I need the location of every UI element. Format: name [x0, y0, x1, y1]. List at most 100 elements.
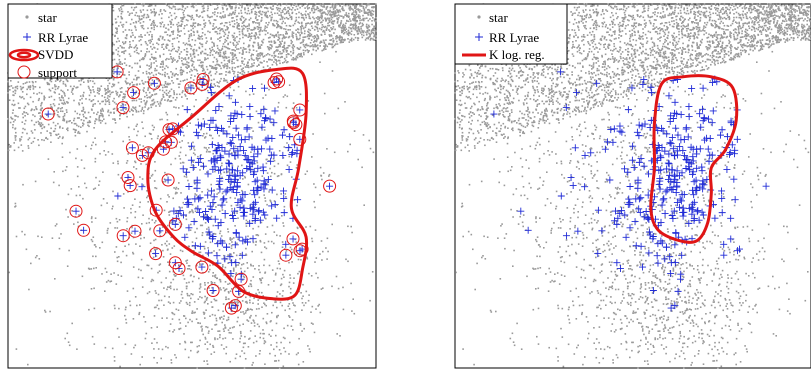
star-point	[319, 16, 322, 18]
star-point	[164, 81, 167, 83]
star-point	[288, 285, 290, 288]
star-point	[223, 35, 225, 37]
star-point	[125, 82, 128, 85]
star-point	[73, 223, 75, 225]
star-point	[352, 26, 354, 28]
star-point	[206, 253, 209, 255]
star-point	[241, 22, 244, 24]
star-point	[118, 307, 120, 310]
star-point	[282, 290, 284, 292]
star-point	[262, 317, 265, 320]
star-point	[354, 5, 356, 8]
star-point	[273, 165, 276, 168]
star-point	[229, 182, 231, 184]
star-point	[122, 43, 125, 45]
star-point	[151, 219, 154, 221]
star-point	[250, 11, 253, 14]
star-point	[77, 130, 80, 133]
star-point	[168, 5, 170, 8]
star-point	[156, 48, 159, 50]
star-point	[204, 24, 206, 27]
star-point	[183, 79, 186, 81]
star-point	[216, 277, 218, 280]
star-point	[132, 106, 134, 108]
star-point	[31, 108, 33, 110]
star-point	[107, 95, 109, 97]
star-point	[57, 122, 59, 125]
star-point	[89, 121, 92, 123]
star-point	[159, 145, 162, 148]
star-point	[94, 122, 96, 125]
star-point	[282, 20, 284, 23]
star-point	[128, 139, 131, 141]
star-point	[220, 17, 223, 19]
star-point	[172, 33, 174, 35]
star-point	[76, 175, 79, 178]
star-point	[237, 43, 239, 45]
star-point	[338, 17, 340, 19]
star-point	[124, 49, 127, 52]
star-point	[153, 11, 156, 14]
star-point	[223, 330, 225, 332]
star-point	[224, 45, 226, 48]
star-point	[112, 118, 114, 120]
star-point	[361, 33, 363, 36]
star-point	[263, 194, 265, 196]
star-point	[362, 5, 365, 8]
star-point	[218, 134, 220, 137]
star-point	[226, 143, 228, 145]
star-point	[311, 156, 313, 158]
star-point	[192, 49, 195, 51]
star-point	[122, 239, 125, 241]
star-point	[223, 4, 226, 6]
star-point	[242, 311, 244, 313]
star-point	[330, 34, 332, 36]
star-point	[329, 10, 331, 13]
star-point	[185, 50, 188, 53]
star-point	[237, 28, 239, 30]
star-point	[213, 19, 216, 21]
star-point	[238, 33, 241, 36]
star-point	[281, 241, 284, 243]
star-point	[278, 10, 281, 12]
star-point	[316, 44, 319, 46]
star-point	[39, 109, 42, 111]
star-point	[315, 272, 317, 275]
star-point	[281, 52, 283, 55]
star-point	[181, 17, 184, 19]
star-point	[117, 162, 119, 165]
star-point	[168, 211, 170, 213]
star-point	[267, 181, 269, 184]
star-point	[32, 100, 34, 103]
star-point	[268, 88, 270, 91]
star-point	[254, 17, 257, 20]
star-point	[352, 18, 354, 20]
star-point	[120, 15, 122, 18]
star-point	[194, 22, 197, 24]
star-point	[302, 14, 304, 16]
star-point	[214, 337, 216, 339]
star-point	[295, 166, 298, 169]
star-point	[104, 89, 107, 92]
star-point	[257, 59, 259, 62]
star-point	[174, 188, 177, 190]
star-point	[150, 250, 152, 253]
star-point	[124, 80, 127, 82]
star-point	[252, 341, 255, 344]
star-point	[63, 93, 66, 95]
star-point	[328, 175, 330, 177]
star-point	[214, 324, 216, 326]
star-point	[232, 17, 234, 19]
star-point	[261, 175, 264, 177]
star-point	[125, 34, 128, 37]
star-point	[134, 160, 136, 163]
star-point	[251, 250, 253, 253]
star-point	[282, 273, 284, 276]
star-point	[207, 332, 210, 334]
star-point	[286, 32, 288, 35]
star-point	[201, 45, 204, 48]
star-point	[371, 29, 374, 31]
star-point	[57, 111, 59, 113]
star-point	[283, 41, 286, 44]
star-point	[188, 85, 190, 88]
